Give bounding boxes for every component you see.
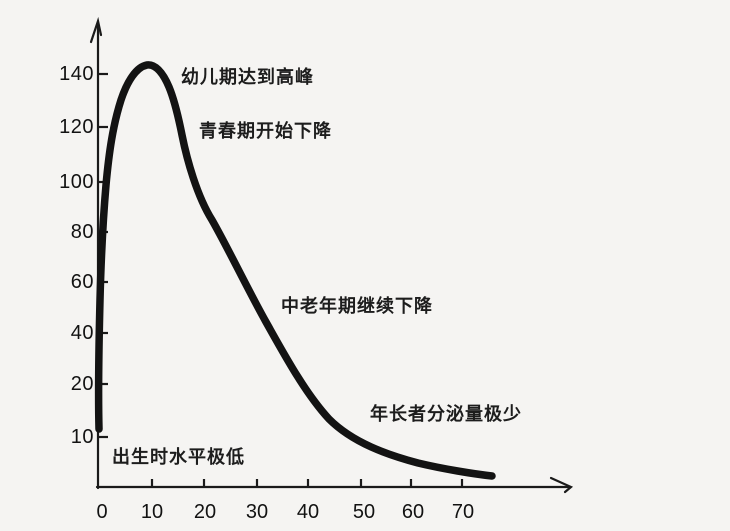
annotation-puberty-decline: 青春期开始下降: [199, 121, 332, 141]
y-axis-arrow-icon: [89, 16, 103, 44]
y-tick-label-20: 20: [70, 373, 94, 395]
secretion-curve: [94, 61, 496, 480]
y-tick-label-60: 60: [70, 271, 94, 293]
x-axis-arrow-icon: [549, 476, 574, 494]
y-tick-label-100: 100: [59, 171, 94, 193]
x-tick-label-40: 40: [296, 501, 320, 523]
y-tick-label-40: 40: [70, 322, 94, 344]
x-tick-label-10: 10: [140, 501, 164, 523]
x-tick-label-60: 60: [401, 501, 425, 523]
annotation-middle-age-decline: 中老年期继续下降: [281, 296, 433, 316]
x-tick-label-0: 0: [96, 501, 108, 523]
x-tick-label-20: 20: [193, 501, 217, 523]
x-axis-ticks: [150, 479, 464, 488]
y-tick-label-10: 10: [70, 426, 94, 448]
x-tick-label-50: 50: [352, 501, 376, 523]
y-tick-label-80: 80: [70, 221, 94, 243]
annotation-childhood-peak: 幼儿期达到高峰: [181, 67, 314, 87]
x-tick-label-70: 70: [451, 501, 475, 523]
x-tick-label-30: 30: [245, 501, 269, 523]
annotation-birth-low: 出生时水平极低: [112, 447, 245, 467]
y-tick-label-120: 120: [59, 116, 94, 138]
y-tick-label-140: 140: [59, 63, 94, 85]
annotation-elderly-minimal: 年长者分泌量极少: [370, 404, 522, 424]
